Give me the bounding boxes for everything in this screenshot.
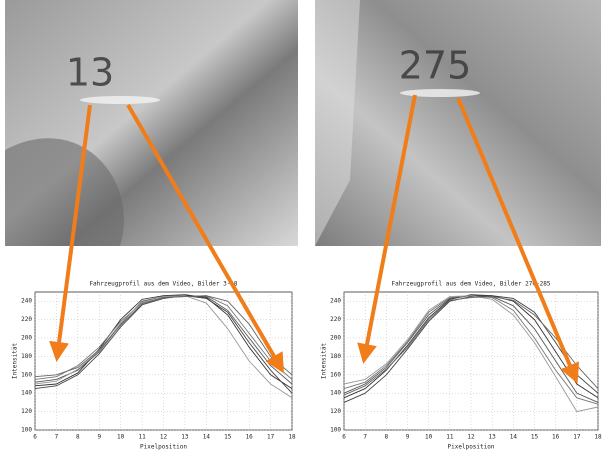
y-axis-label: Intensität: [321, 343, 328, 380]
line-series: [343, 295, 599, 403]
frame-number: 13: [66, 51, 114, 95]
x-tick-label: 13: [489, 434, 497, 441]
y-tick-label: 120: [21, 408, 32, 415]
x-tick-label: 10: [117, 434, 125, 441]
x-axis-label: Pixelposition: [140, 444, 187, 451]
x-tick-label: 11: [138, 434, 146, 441]
x-tick-label: 9: [97, 434, 101, 441]
x-tick-label: 6: [33, 434, 37, 441]
x-tick-label: 11: [446, 434, 454, 441]
x-axis-label: Pixelposition: [448, 444, 495, 451]
x-tick-label: 18: [288, 434, 296, 441]
x-tick-label: 18: [594, 434, 602, 441]
x-tick-label: 17: [267, 434, 275, 441]
video-frame: [315, 0, 601, 246]
y-tick-label: 220: [21, 316, 32, 323]
y-tick-label: 160: [330, 371, 341, 378]
y-tick-label: 200: [330, 335, 341, 342]
x-tick-label: 6: [342, 434, 346, 441]
x-tick-label: 7: [55, 434, 59, 441]
charts: Fahrzeugprofil aus dem Video, Bilder 3-1…: [12, 281, 602, 451]
x-tick-label: 12: [467, 434, 475, 441]
line-series: [34, 295, 293, 399]
frame-number: 275: [399, 44, 472, 88]
x-tick-label: 12: [160, 434, 168, 441]
y-tick-label: 220: [330, 316, 341, 323]
x-tick-label: 7: [363, 434, 367, 441]
line-series: [343, 294, 599, 399]
line-series: [34, 295, 293, 378]
x-tick-label: 17: [573, 434, 581, 441]
y-tick-label: 100: [330, 427, 341, 434]
x-tick-label: 15: [224, 434, 232, 441]
road-shadow: [5, 138, 124, 246]
x-tick-label: 8: [76, 434, 80, 441]
vehicle-light: [80, 96, 160, 104]
x-tick-label: 16: [552, 434, 560, 441]
y-axis-label: Intensität: [12, 343, 19, 380]
x-tick-label: 15: [531, 434, 539, 441]
x-tick-label: 14: [203, 434, 211, 441]
y-tick-label: 200: [21, 335, 32, 342]
vehicle-light: [400, 89, 480, 97]
y-tick-label: 180: [21, 353, 32, 360]
y-tick-label: 240: [330, 298, 341, 305]
x-tick-label: 8: [385, 434, 389, 441]
y-tick-label: 140: [21, 390, 32, 397]
arrows: [49, 94, 580, 384]
x-tick-label: 13: [181, 434, 189, 441]
line-series: [34, 294, 293, 389]
y-tick-label: 240: [21, 298, 32, 305]
wall-highlight: [315, 0, 360, 246]
y-tick-label: 100: [21, 427, 32, 434]
line-series: [34, 295, 293, 394]
y-tick-label: 180: [330, 353, 341, 360]
chart-title: Fahrzeugprofil aus dem Video, Bilder 3-1…: [89, 281, 237, 288]
x-tick-label: 16: [246, 434, 254, 441]
y-tick-label: 120: [330, 408, 341, 415]
chart-title: Fahrzeugprofil aus dem Video, Bilder 270…: [392, 281, 551, 288]
x-tick-label: 9: [406, 434, 410, 441]
x-tick-label: 14: [510, 434, 518, 441]
x-tick-label: 10: [425, 434, 433, 441]
y-tick-label: 160: [21, 371, 32, 378]
y-tick-label: 140: [330, 390, 341, 397]
line-series: [343, 296, 599, 396]
line-series: [343, 295, 599, 413]
